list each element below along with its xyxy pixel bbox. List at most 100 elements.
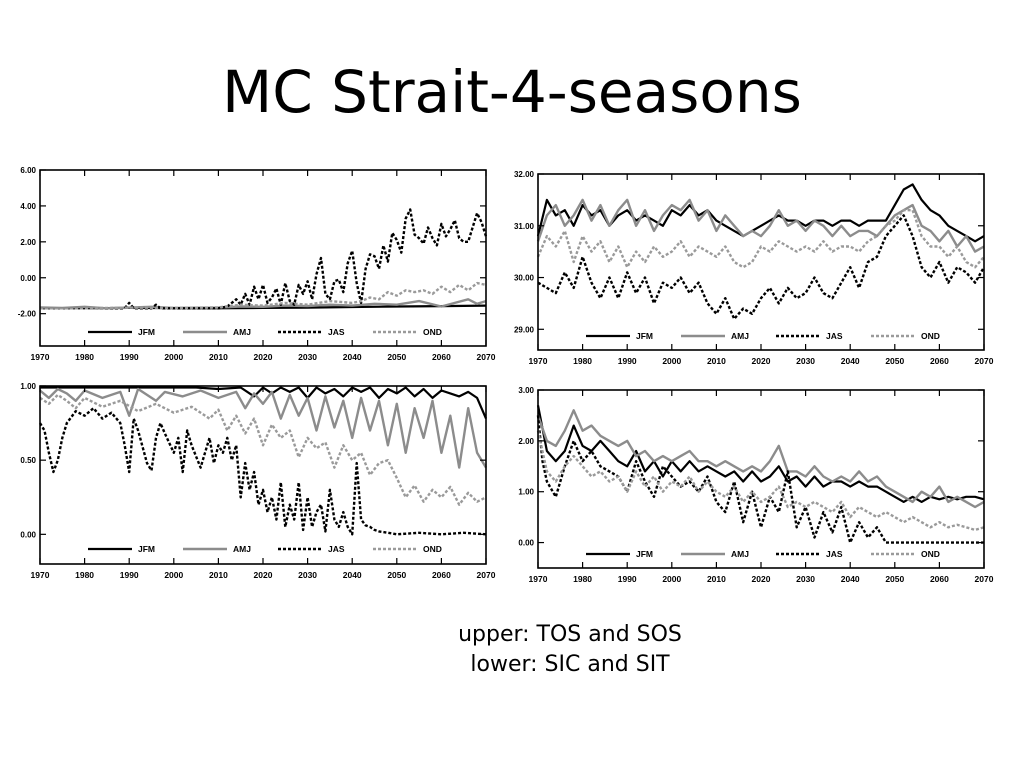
x-tick-label: 1990: [618, 574, 637, 584]
x-tick-label: 2050: [885, 574, 904, 584]
x-tick-label: 2000: [164, 570, 183, 580]
chart-tl: 6.00 4.00 2.00 0.00 -2.00 1970 1980 1990 2000 201…: [18, 166, 496, 362]
y-tick-label: -2.00: [18, 310, 37, 319]
chart-br: 3.00 2.00 1.00 0.00 1970 1980 1990 2000 2010 2020…: [518, 386, 994, 584]
x-tick-label: 2060: [930, 574, 949, 584]
x-tick-label: 2010: [707, 574, 726, 584]
x-tick-label: 1970: [31, 570, 50, 580]
x-tick-label: 1990: [120, 352, 139, 362]
legend-label-jfm: JFM: [138, 544, 155, 554]
x-tick-label: 2020: [752, 574, 771, 584]
x-tick-label: 2020: [752, 356, 771, 366]
caption-line-1: upper: TOS and SOS: [458, 622, 682, 647]
chart-panel-bottom-left: 1.00 0.50 0.00 1970 1980 1990 2000 2010 2020 2030…: [6, 376, 496, 588]
y-tick-label: 32.00: [514, 170, 535, 179]
plot-frame: [39, 385, 487, 565]
x-tick-label: 2060: [930, 356, 949, 366]
legend-label-jfm: JFM: [636, 549, 653, 559]
y-tick-label: 1.00: [518, 488, 534, 497]
series-line-amj: [536, 409, 985, 509]
y-tick-label: 4.00: [20, 202, 36, 211]
y-tick-label: 3.00: [518, 386, 534, 395]
x-tick-label: 2060: [432, 570, 451, 580]
y-tick-label: 2.00: [20, 238, 36, 247]
legend-label-ond: OND: [423, 327, 442, 337]
caption: upper: TOS and SOS lower: SIC and SIT: [410, 620, 730, 680]
slide-title: MC Strait-4-seasons: [222, 58, 802, 126]
y-tick-label: 6.00: [20, 166, 36, 175]
x-tick-label: 2020: [254, 352, 273, 362]
x-tick-label: 1970: [31, 352, 50, 362]
series-line-jas: [536, 415, 984, 544]
x-tick-label: 2040: [841, 356, 860, 366]
series-line-ond: [536, 209, 985, 269]
y-tick-label: 0.50: [20, 456, 36, 465]
legend-label-amj: AMJ: [731, 331, 749, 341]
y-tick-label: 2.00: [518, 437, 534, 446]
x-tick-label: 2010: [209, 570, 228, 580]
x-tick-label: 1980: [75, 570, 94, 580]
caption-line-2: lower: SIC and SIT: [470, 652, 670, 677]
x-tick-label: 1990: [618, 356, 637, 366]
y-tick-label: 1.00: [20, 382, 36, 391]
x-tick-label: 2060: [432, 352, 451, 362]
x-tick-label: 2010: [209, 352, 228, 362]
x-tick-label: 2070: [975, 574, 994, 584]
x-tick-label: 2050: [387, 570, 406, 580]
series-line-ond: [39, 393, 487, 506]
x-tick-label: 2070: [975, 356, 994, 366]
x-tick-label: 2070: [477, 352, 496, 362]
chart-panel-top-right: 32.00 31.00 30.00 29.00 1970 1980 1990 2000 2010…: [504, 164, 1000, 376]
x-tick-label: 2000: [662, 574, 681, 584]
legend-label-jas: JAS: [826, 331, 843, 341]
legend-label-jas: JAS: [328, 327, 345, 337]
legend-label-jas: JAS: [826, 549, 843, 559]
x-tick-label: 1970: [529, 356, 548, 366]
y-tick-label: 0.00: [20, 274, 36, 283]
series-line-jas: [38, 407, 487, 536]
y-tick-label: 30.00: [514, 274, 535, 283]
x-tick-label: 2030: [298, 570, 317, 580]
x-tick-label: 2040: [841, 574, 860, 584]
plot-frame: [537, 389, 985, 569]
legend-label-amj: AMJ: [731, 549, 749, 559]
x-tick-label: 2070: [477, 570, 496, 580]
x-tick-label: 2030: [796, 356, 815, 366]
chart-tr: 32.00 31.00 30.00 29.00 1970 1980 1990 2000 2010…: [514, 170, 994, 366]
x-tick-label: 1990: [120, 570, 139, 580]
x-tick-label: 2050: [885, 356, 904, 366]
series-line-ond: [536, 430, 985, 532]
legend-label-jfm: JFM: [138, 327, 155, 337]
x-tick-label: 1980: [75, 352, 94, 362]
x-tick-label: 1980: [573, 356, 592, 366]
legend-label-ond: OND: [921, 331, 940, 341]
x-tick-label: 2040: [343, 352, 362, 362]
y-tick-label: 0.00: [20, 530, 36, 539]
plot-frame: [39, 169, 487, 347]
series-line-jas: [537, 214, 986, 321]
y-tick-label: 29.00: [514, 325, 535, 334]
x-tick-label: 2040: [343, 570, 362, 580]
legend-label-amj: AMJ: [233, 327, 251, 337]
legend-label-jas: JAS: [328, 544, 345, 554]
series-line-amj: [39, 387, 488, 469]
chart-panel-bottom-right: 3.00 2.00 1.00 0.00 1970 1980 1990 2000 2010 2020…: [504, 380, 1000, 592]
x-tick-label: 2030: [796, 574, 815, 584]
legend-label-amj: AMJ: [233, 544, 251, 554]
x-tick-label: 2010: [707, 356, 726, 366]
y-tick-label: 31.00: [514, 222, 535, 231]
x-tick-label: 2020: [254, 570, 273, 580]
x-tick-label: 2000: [164, 352, 183, 362]
series-line-amj: [536, 198, 985, 253]
x-tick-label: 2000: [662, 356, 681, 366]
legend-label-ond: OND: [921, 549, 940, 559]
series-line-jas: [40, 208, 488, 310]
chart-panel-top-left: 6.00 4.00 2.00 0.00 -2.00 1970 1980 1990 2000 201…: [6, 162, 496, 372]
x-tick-label: 2050: [387, 352, 406, 362]
x-tick-label: 1980: [573, 574, 592, 584]
series-line-ond: [40, 281, 487, 310]
plot-frame: [537, 173, 985, 351]
series-line-jfm: [536, 405, 985, 504]
y-tick-label: 0.00: [518, 539, 534, 548]
x-tick-label: 1970: [529, 574, 548, 584]
